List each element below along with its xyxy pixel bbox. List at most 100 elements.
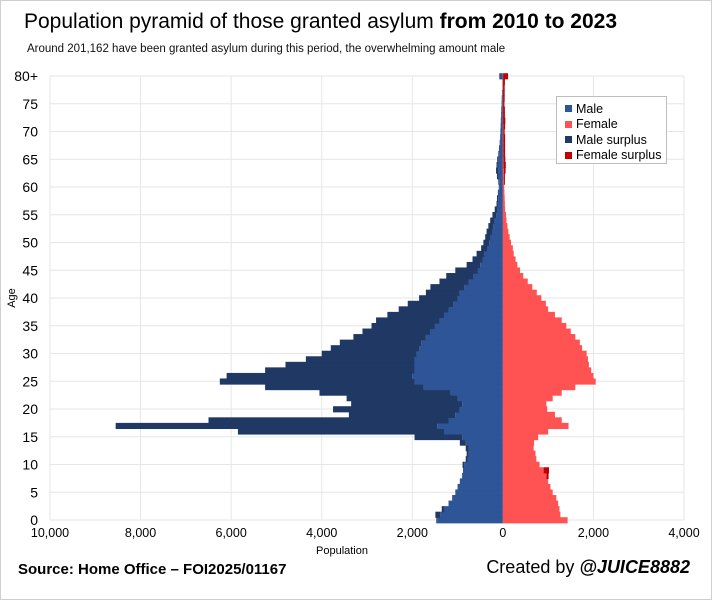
- male-bar: [464, 461, 503, 468]
- legend-label-female-surplus: Female surplus: [576, 148, 662, 163]
- male-surplus-bar: [305, 356, 415, 363]
- female-bar: [502, 245, 513, 252]
- legend-swatch-female: [565, 120, 572, 128]
- y-tick-label: 20: [22, 401, 38, 417]
- male-surplus-bar: [483, 239, 490, 246]
- female-bar: [502, 328, 571, 335]
- male-surplus-bar: [496, 162, 498, 169]
- male-surplus-bar: [376, 317, 440, 324]
- male-bar: [499, 73, 503, 80]
- male-surplus-bar: [353, 334, 426, 341]
- male-bar: [500, 123, 503, 130]
- male-surplus-bar: [497, 189, 499, 196]
- male-surplus-bar: [439, 278, 469, 285]
- female-bar: [502, 378, 596, 385]
- male-surplus-bar: [265, 384, 424, 391]
- female-surplus-bar: [503, 95, 505, 102]
- y-tick-label: 0: [30, 512, 38, 528]
- male-bar: [498, 189, 503, 196]
- male-bar: [455, 489, 503, 496]
- male-surplus-bar: [496, 173, 499, 180]
- male-bar: [443, 428, 503, 435]
- female-bar: [502, 406, 548, 413]
- male-surplus-bar: [465, 456, 468, 463]
- male-surplus-bar: [346, 395, 458, 402]
- female-bar: [502, 372, 594, 380]
- male-surplus-bar: [430, 284, 465, 291]
- male-surplus-bar: [455, 267, 478, 274]
- male-bar: [499, 184, 503, 191]
- male-bar: [497, 200, 503, 208]
- male-bar: [498, 195, 503, 202]
- male-bar: [501, 117, 503, 124]
- male-surplus-bar: [419, 295, 458, 302]
- male-bar: [468, 278, 503, 285]
- x-axis-title: Population: [316, 545, 368, 557]
- female-surplus-bar: [503, 173, 505, 180]
- x-tick-label: 6,000: [216, 526, 247, 540]
- credit-handle: @JUICE8882: [579, 557, 690, 577]
- female-bar: [502, 339, 580, 346]
- male-bar: [448, 500, 503, 507]
- legend-swatch-female-surplus: [565, 151, 572, 159]
- male-bar: [497, 162, 503, 169]
- female-bar: [502, 517, 568, 524]
- female-bar: [502, 167, 504, 174]
- female-surplus-bar: [503, 84, 505, 91]
- male-bar: [462, 433, 503, 441]
- female-bar: [502, 162, 504, 169]
- male-bar: [452, 495, 503, 502]
- female-bar: [502, 189, 505, 196]
- female-surplus-bar: [503, 145, 506, 152]
- male-surplus-bar: [115, 422, 438, 430]
- male-bar: [499, 178, 503, 185]
- male-bar: [430, 328, 503, 335]
- female-bar: [502, 295, 542, 302]
- male-surplus-bar: [351, 400, 463, 407]
- female-bar: [502, 478, 549, 485]
- male-surplus-bar: [330, 345, 420, 352]
- female-bar: [502, 228, 509, 235]
- female-bar: [502, 461, 540, 468]
- female-bar: [502, 428, 549, 435]
- male-bar: [414, 367, 503, 374]
- female-surplus-bar: [503, 123, 506, 130]
- male-bar: [457, 483, 503, 491]
- male-surplus-bar: [371, 322, 435, 330]
- male-bar: [498, 173, 503, 180]
- male-surplus-bar: [321, 350, 417, 357]
- male-bar: [459, 289, 503, 296]
- male-surplus-bar: [446, 273, 474, 280]
- male-surplus-bar: [398, 306, 449, 313]
- male-bar: [434, 322, 503, 330]
- female-bar: [502, 334, 576, 341]
- female-bar: [502, 511, 561, 518]
- male-bar: [439, 317, 503, 324]
- y-tick-label: 60: [22, 179, 38, 195]
- female-bar: [502, 495, 557, 502]
- male-surplus-bar: [362, 328, 431, 335]
- male-surplus-bar: [481, 245, 488, 252]
- male-bar: [414, 378, 503, 385]
- male-bar: [484, 250, 503, 257]
- legend-swatch-male: [565, 105, 572, 113]
- female-bar: [502, 311, 555, 319]
- male-bar: [500, 128, 503, 135]
- female-bar: [502, 395, 553, 402]
- male-surplus-bar: [414, 433, 463, 441]
- female-bar: [502, 173, 504, 180]
- y-axis-title: Age: [6, 288, 18, 308]
- x-tick-label: 2,000: [578, 526, 609, 540]
- male-surplus-bar: [490, 217, 495, 224]
- male-surplus-bar: [466, 450, 469, 457]
- male-surplus-bar: [496, 200, 498, 208]
- y-tick-label: 75: [22, 96, 38, 112]
- male-surplus-bar: [348, 411, 456, 418]
- female-bar: [502, 156, 504, 163]
- female-bar: [502, 267, 521, 274]
- female-bar: [502, 367, 592, 374]
- legend-label-female: Female: [576, 117, 618, 132]
- female-surplus-bar: [503, 112, 505, 119]
- female-bar: [502, 411, 555, 418]
- female-bar: [502, 433, 539, 441]
